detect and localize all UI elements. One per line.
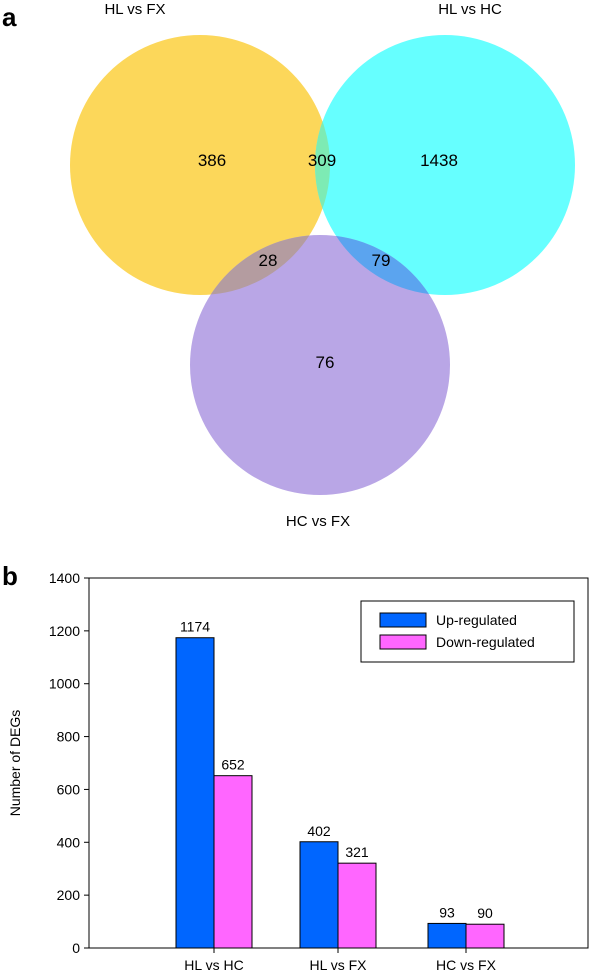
bar: [427, 922, 467, 949]
venn-count-fx-hcfx: 28: [259, 251, 278, 270]
venn-label-hl-vs-hc: HL vs HC: [438, 1, 502, 18]
venn-diagram: HL vs FX HL vs HC HC vs FX 386 309 1438 …: [70, 1, 575, 530]
y-tick-label: 1000: [49, 676, 80, 692]
bar: [213, 775, 253, 949]
bar: [465, 923, 505, 949]
data-label: 90: [477, 905, 493, 921]
bar: [337, 862, 377, 949]
data-label: 321: [345, 844, 369, 860]
venn-circle-hl-vs-fx: [70, 35, 330, 295]
x-tick-label: HL vs FX: [309, 957, 367, 973]
venn-count-only-hc-vs-fx: 76: [316, 353, 335, 372]
x-tick-label: HL vs HC: [184, 957, 243, 973]
venn-count-only-hl-vs-fx: 386: [198, 151, 226, 170]
legend-label-up-regulated: Up-regulated: [436, 612, 517, 628]
legend: Up-regulated Down-regulated: [360, 600, 575, 663]
venn-count-hc-hcfx: 79: [372, 251, 391, 270]
venn-overlap-fx-hcfx: [210, 235, 310, 295]
venn-label-hc-vs-fx: HC vs FX: [286, 513, 350, 530]
x-axis: HL vs HC HL vs FX HC vs FX: [184, 948, 497, 973]
data-label: 652: [221, 757, 245, 773]
bar: [175, 637, 215, 949]
venn-overlap-hc-hcfx: [336, 236, 429, 294]
y-tick-label: 1400: [49, 570, 80, 586]
data-label: 402: [307, 823, 331, 839]
legend-swatch-up-regulated: [379, 612, 427, 628]
venn-circle-hc-vs-fx: [190, 235, 450, 495]
venn-label-hl-vs-fx: HL vs FX: [104, 1, 165, 18]
y-tick-label: 800: [57, 729, 81, 745]
y-axis-title: Number of DEGs: [7, 710, 23, 817]
y-tick-label: 600: [57, 781, 81, 797]
panel-b-letter: b: [2, 561, 18, 591]
venn-overlap-fx-hc: [315, 121, 330, 209]
data-label: 1174: [180, 619, 210, 635]
panel-a-letter: a: [2, 2, 17, 32]
y-tick-label: 0: [72, 940, 80, 956]
legend-box: [360, 600, 575, 663]
x-tick-label: HC vs FX: [436, 957, 497, 973]
venn-count-only-hl-vs-hc: 1438: [420, 151, 458, 170]
bar: [299, 841, 339, 949]
bars: [175, 637, 505, 949]
venn-circle-hl-vs-hc: [315, 35, 575, 295]
data-label: 93: [439, 904, 455, 920]
legend-label-down-regulated: Down-regulated: [436, 634, 535, 650]
venn-count-fx-hc: 309: [308, 151, 336, 170]
y-tick-label: 400: [57, 834, 81, 850]
bar-labels: 1174 652 402 321 93 90: [180, 619, 493, 921]
y-axis: 0 200 400 600 800 1000 1200 1400: [49, 570, 89, 956]
y-tick-label: 200: [57, 887, 81, 903]
y-tick-label: 1200: [49, 623, 80, 639]
legend-swatch-down-regulated: [379, 634, 427, 650]
